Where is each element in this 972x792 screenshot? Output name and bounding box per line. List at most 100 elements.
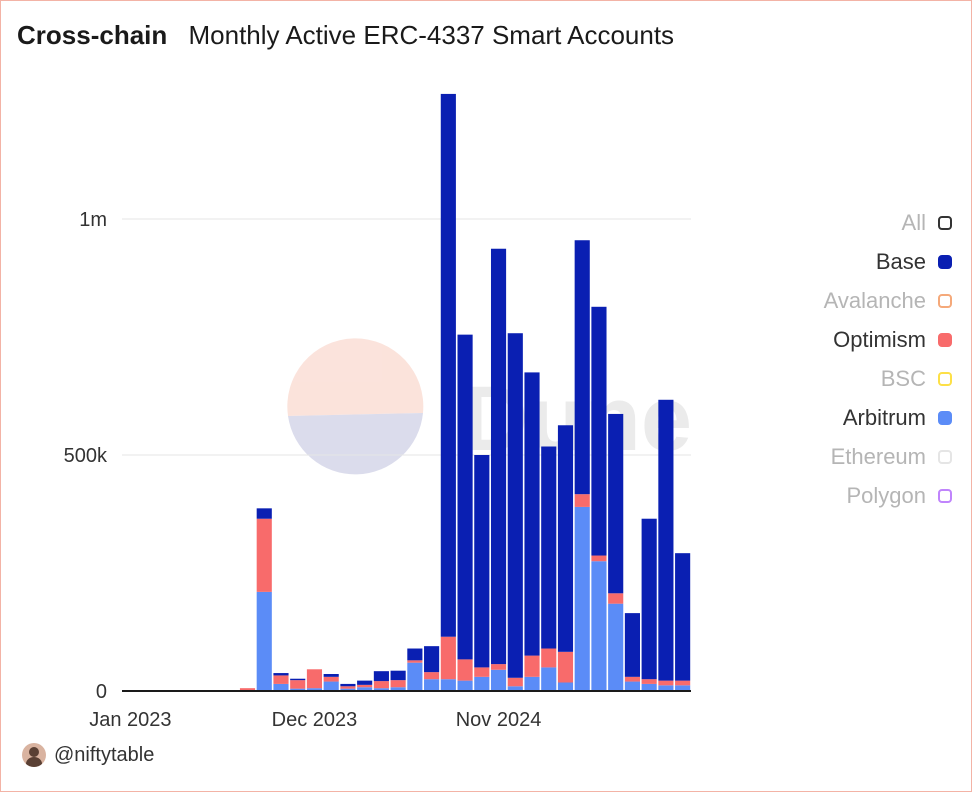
legend-item-ethereum[interactable]: Ethereum: [692, 437, 952, 476]
bar-stack[interactable]: [507, 333, 523, 691]
bar-base[interactable]: [574, 240, 590, 495]
bar-stack[interactable]: [557, 425, 574, 691]
bar-base[interactable]: [474, 455, 490, 668]
legend-item-bsc[interactable]: BSC: [692, 359, 952, 398]
bar-arbitrum[interactable]: [373, 688, 389, 691]
bar-arbitrum[interactable]: [340, 688, 356, 691]
bar-stack[interactable]: [323, 674, 339, 691]
bar-stack[interactable]: [357, 680, 373, 691]
bar-stack[interactable]: [608, 413, 624, 691]
bar-arbitrum[interactable]: [675, 685, 691, 691]
bar-arbitrum[interactable]: [256, 591, 272, 691]
bar-arbitrum[interactable]: [541, 667, 557, 691]
bar-optimism[interactable]: [373, 681, 389, 689]
bar-arbitrum[interactable]: [591, 561, 607, 691]
bar-arbitrum[interactable]: [390, 687, 406, 691]
bar-base[interactable]: [457, 334, 473, 660]
bar-arbitrum[interactable]: [641, 683, 657, 691]
author-handle[interactable]: @niftytable: [54, 743, 155, 766]
bar-base[interactable]: [507, 333, 523, 678]
bar-optimism[interactable]: [591, 555, 607, 562]
bar-optimism[interactable]: [407, 660, 423, 663]
bar-optimism[interactable]: [440, 636, 456, 680]
bar-base[interactable]: [340, 683, 356, 687]
legend-item-avalanche[interactable]: Avalanche: [692, 281, 952, 320]
bar-stack[interactable]: [490, 248, 507, 691]
bar-stack[interactable]: [675, 553, 691, 691]
bar-arbitrum[interactable]: [557, 682, 574, 691]
bar-optimism[interactable]: [340, 686, 356, 689]
bar-base[interactable]: [407, 648, 423, 661]
bar-optimism[interactable]: [658, 680, 674, 686]
bar-arbitrum[interactable]: [323, 681, 339, 691]
bar-arbitrum[interactable]: [357, 687, 373, 691]
bar-stack[interactable]: [256, 508, 272, 691]
bar-optimism[interactable]: [490, 664, 507, 670]
bar-stack[interactable]: [373, 671, 389, 691]
bar-base[interactable]: [390, 670, 406, 681]
bar-optimism[interactable]: [390, 680, 406, 688]
bar-base[interactable]: [290, 678, 306, 681]
bar-arbitrum[interactable]: [608, 603, 624, 691]
bar-base[interactable]: [256, 508, 272, 519]
bar-base[interactable]: [357, 680, 373, 685]
bar-arbitrum[interactable]: [524, 676, 540, 691]
bar-optimism[interactable]: [306, 669, 323, 689]
bar-stack[interactable]: [591, 306, 607, 691]
bar-arbitrum[interactable]: [424, 679, 440, 691]
bar-optimism[interactable]: [641, 679, 657, 684]
bar-stack[interactable]: [624, 613, 640, 691]
legend-item-optimism[interactable]: Optimism: [692, 320, 952, 359]
bar-base[interactable]: [490, 248, 507, 665]
bar-base[interactable]: [658, 399, 674, 681]
bar-arbitrum[interactable]: [457, 680, 473, 691]
bar-stack[interactable]: [658, 399, 674, 691]
bar-stack[interactable]: [574, 240, 590, 691]
bar-optimism[interactable]: [457, 659, 473, 681]
bar-optimism[interactable]: [273, 675, 289, 684]
bar-stack[interactable]: [407, 648, 423, 691]
bar-base[interactable]: [524, 372, 540, 656]
bar-arbitrum[interactable]: [290, 688, 306, 691]
bar-optimism[interactable]: [608, 593, 624, 604]
bar-base[interactable]: [624, 613, 640, 677]
bar-arbitrum[interactable]: [474, 676, 490, 691]
bar-stack[interactable]: [273, 673, 289, 691]
bar-base[interactable]: [273, 673, 289, 676]
bar-arbitrum[interactable]: [658, 685, 674, 691]
bar-arbitrum[interactable]: [407, 662, 423, 691]
bar-base[interactable]: [608, 413, 624, 594]
bar-optimism[interactable]: [557, 651, 574, 683]
bar-optimism[interactable]: [574, 494, 590, 507]
bar-stack[interactable]: [290, 678, 306, 691]
bar-optimism[interactable]: [424, 672, 440, 680]
bar-base[interactable]: [641, 518, 657, 680]
bar-optimism[interactable]: [323, 676, 339, 682]
bar-stack[interactable]: [440, 93, 456, 691]
bar-arbitrum[interactable]: [624, 681, 640, 691]
bar-stack[interactable]: [457, 334, 473, 691]
bar-arbitrum[interactable]: [306, 688, 323, 691]
legend-item-arbitrum[interactable]: Arbitrum: [692, 398, 952, 437]
bar-optimism[interactable]: [507, 677, 523, 687]
bar-arbitrum[interactable]: [440, 679, 456, 691]
bar-base[interactable]: [591, 306, 607, 556]
bar-arbitrum[interactable]: [574, 506, 590, 691]
bar-optimism[interactable]: [256, 518, 272, 592]
bar-optimism[interactable]: [524, 655, 540, 677]
bar-stack[interactable]: [340, 683, 356, 691]
bar-arbitrum[interactable]: [273, 683, 289, 691]
bar-stack[interactable]: [474, 455, 490, 691]
bar-optimism[interactable]: [541, 648, 557, 668]
bar-arbitrum[interactable]: [490, 669, 507, 691]
bar-base[interactable]: [424, 646, 440, 673]
bar-stack[interactable]: [306, 669, 323, 691]
bar-optimism[interactable]: [624, 676, 640, 682]
bar-base[interactable]: [373, 671, 389, 682]
legend-item-base[interactable]: Base: [692, 242, 952, 281]
bar-optimism[interactable]: [675, 680, 691, 686]
bar-optimism[interactable]: [357, 684, 373, 688]
bar-base[interactable]: [675, 553, 691, 681]
bar-base[interactable]: [541, 446, 557, 649]
bar-optimism[interactable]: [474, 667, 490, 677]
